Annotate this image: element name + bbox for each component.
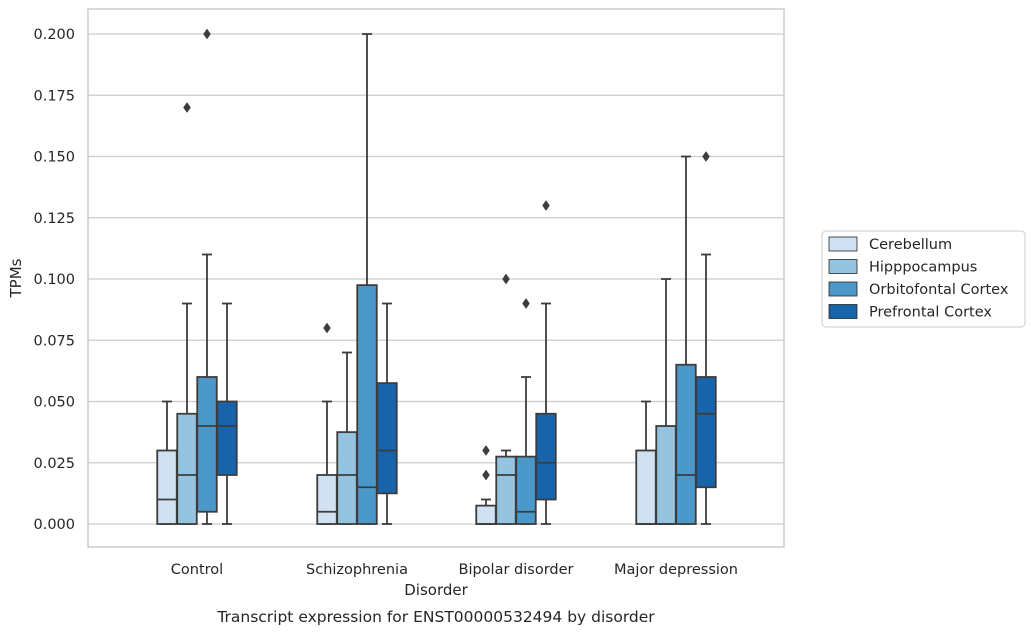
chart-caption: Transcript expression for ENST0000053249… bbox=[216, 608, 655, 626]
legend-label: Cerebellum bbox=[869, 237, 952, 253]
x-category-labels: Control Schizophrenia Bipolar disorder Majo… bbox=[171, 562, 738, 578]
legend-label: Hipppocampus bbox=[869, 260, 977, 276]
box-iqr bbox=[316, 474, 338, 525]
box-iqr bbox=[635, 449, 657, 525]
outlier-point bbox=[482, 445, 490, 456]
outlier-point bbox=[203, 28, 211, 40]
box-group bbox=[156, 400, 178, 525]
box-group bbox=[535, 200, 557, 525]
outlier-point bbox=[522, 298, 530, 309]
legend-swatch bbox=[828, 236, 858, 252]
box-group bbox=[675, 155, 697, 525]
legend-label: Orbitofontal Cortex bbox=[869, 282, 1009, 298]
y-tick-label: 0.000 bbox=[33, 517, 75, 533]
x-category-label: Bipolar disorder bbox=[459, 562, 574, 578]
y-axis-title: TPMs bbox=[7, 258, 25, 298]
legend-frame bbox=[821, 230, 1026, 328]
box-iqr bbox=[675, 363, 697, 525]
box-iqr bbox=[376, 382, 398, 495]
box-iqr bbox=[196, 376, 218, 513]
y-tick-labels: 0.000 0.025 0.050 0.075 0.100 0.125 0.150 0.175… bbox=[33, 27, 75, 533]
y-tick-label: 0.125 bbox=[33, 211, 75, 227]
y-tick-label: 0.050 bbox=[33, 395, 75, 411]
outlier-point bbox=[542, 200, 550, 211]
box-iqr bbox=[336, 431, 358, 525]
box-group bbox=[475, 445, 497, 525]
box-iqr bbox=[495, 455, 517, 525]
box-group bbox=[216, 302, 238, 525]
x-axis-title: Disorder bbox=[404, 581, 468, 599]
box-iqr bbox=[515, 455, 537, 525]
box-group bbox=[695, 151, 717, 525]
y-tick-label: 0.175 bbox=[33, 88, 75, 104]
legend-swatch bbox=[828, 259, 858, 274]
outlier-point bbox=[183, 102, 191, 113]
boxes-layer bbox=[156, 28, 717, 525]
box-group bbox=[655, 278, 677, 525]
x-category-label: Schizophrenia bbox=[306, 562, 408, 578]
legend-swatch bbox=[828, 281, 858, 297]
box-group bbox=[336, 351, 358, 525]
box-iqr bbox=[695, 376, 717, 489]
outlier-point bbox=[502, 273, 510, 285]
box-group bbox=[635, 400, 657, 525]
x-category-label: Control bbox=[171, 562, 223, 578]
box-iqr bbox=[655, 425, 677, 525]
box-iqr bbox=[475, 504, 497, 525]
box-group bbox=[376, 302, 398, 525]
box-group bbox=[176, 102, 198, 525]
outlier-point bbox=[482, 469, 490, 481]
box-iqr bbox=[156, 449, 178, 525]
plot-frame bbox=[87, 8, 785, 548]
y-tick-label: 0.200 bbox=[33, 27, 75, 43]
y-tick-label: 0.025 bbox=[33, 456, 75, 472]
legend-label: Prefrontal Cortex bbox=[869, 305, 992, 321]
y-tick-label: 0.150 bbox=[33, 150, 75, 166]
outlier-point bbox=[702, 151, 710, 162]
box-group bbox=[356, 33, 378, 525]
box-iqr bbox=[535, 412, 557, 501]
box-iqr bbox=[176, 412, 198, 525]
y-tick-label: 0.100 bbox=[33, 272, 75, 288]
y-tick-label: 0.075 bbox=[33, 333, 75, 349]
legend-swatch bbox=[828, 304, 858, 319]
box-iqr bbox=[356, 284, 378, 525]
x-category-label: Major depression bbox=[614, 562, 738, 578]
outlier-point bbox=[323, 322, 331, 334]
legend: Cerebellum Hipppocampus Orbitofontal Corte… bbox=[821, 230, 1026, 328]
box-iqr bbox=[216, 400, 238, 476]
